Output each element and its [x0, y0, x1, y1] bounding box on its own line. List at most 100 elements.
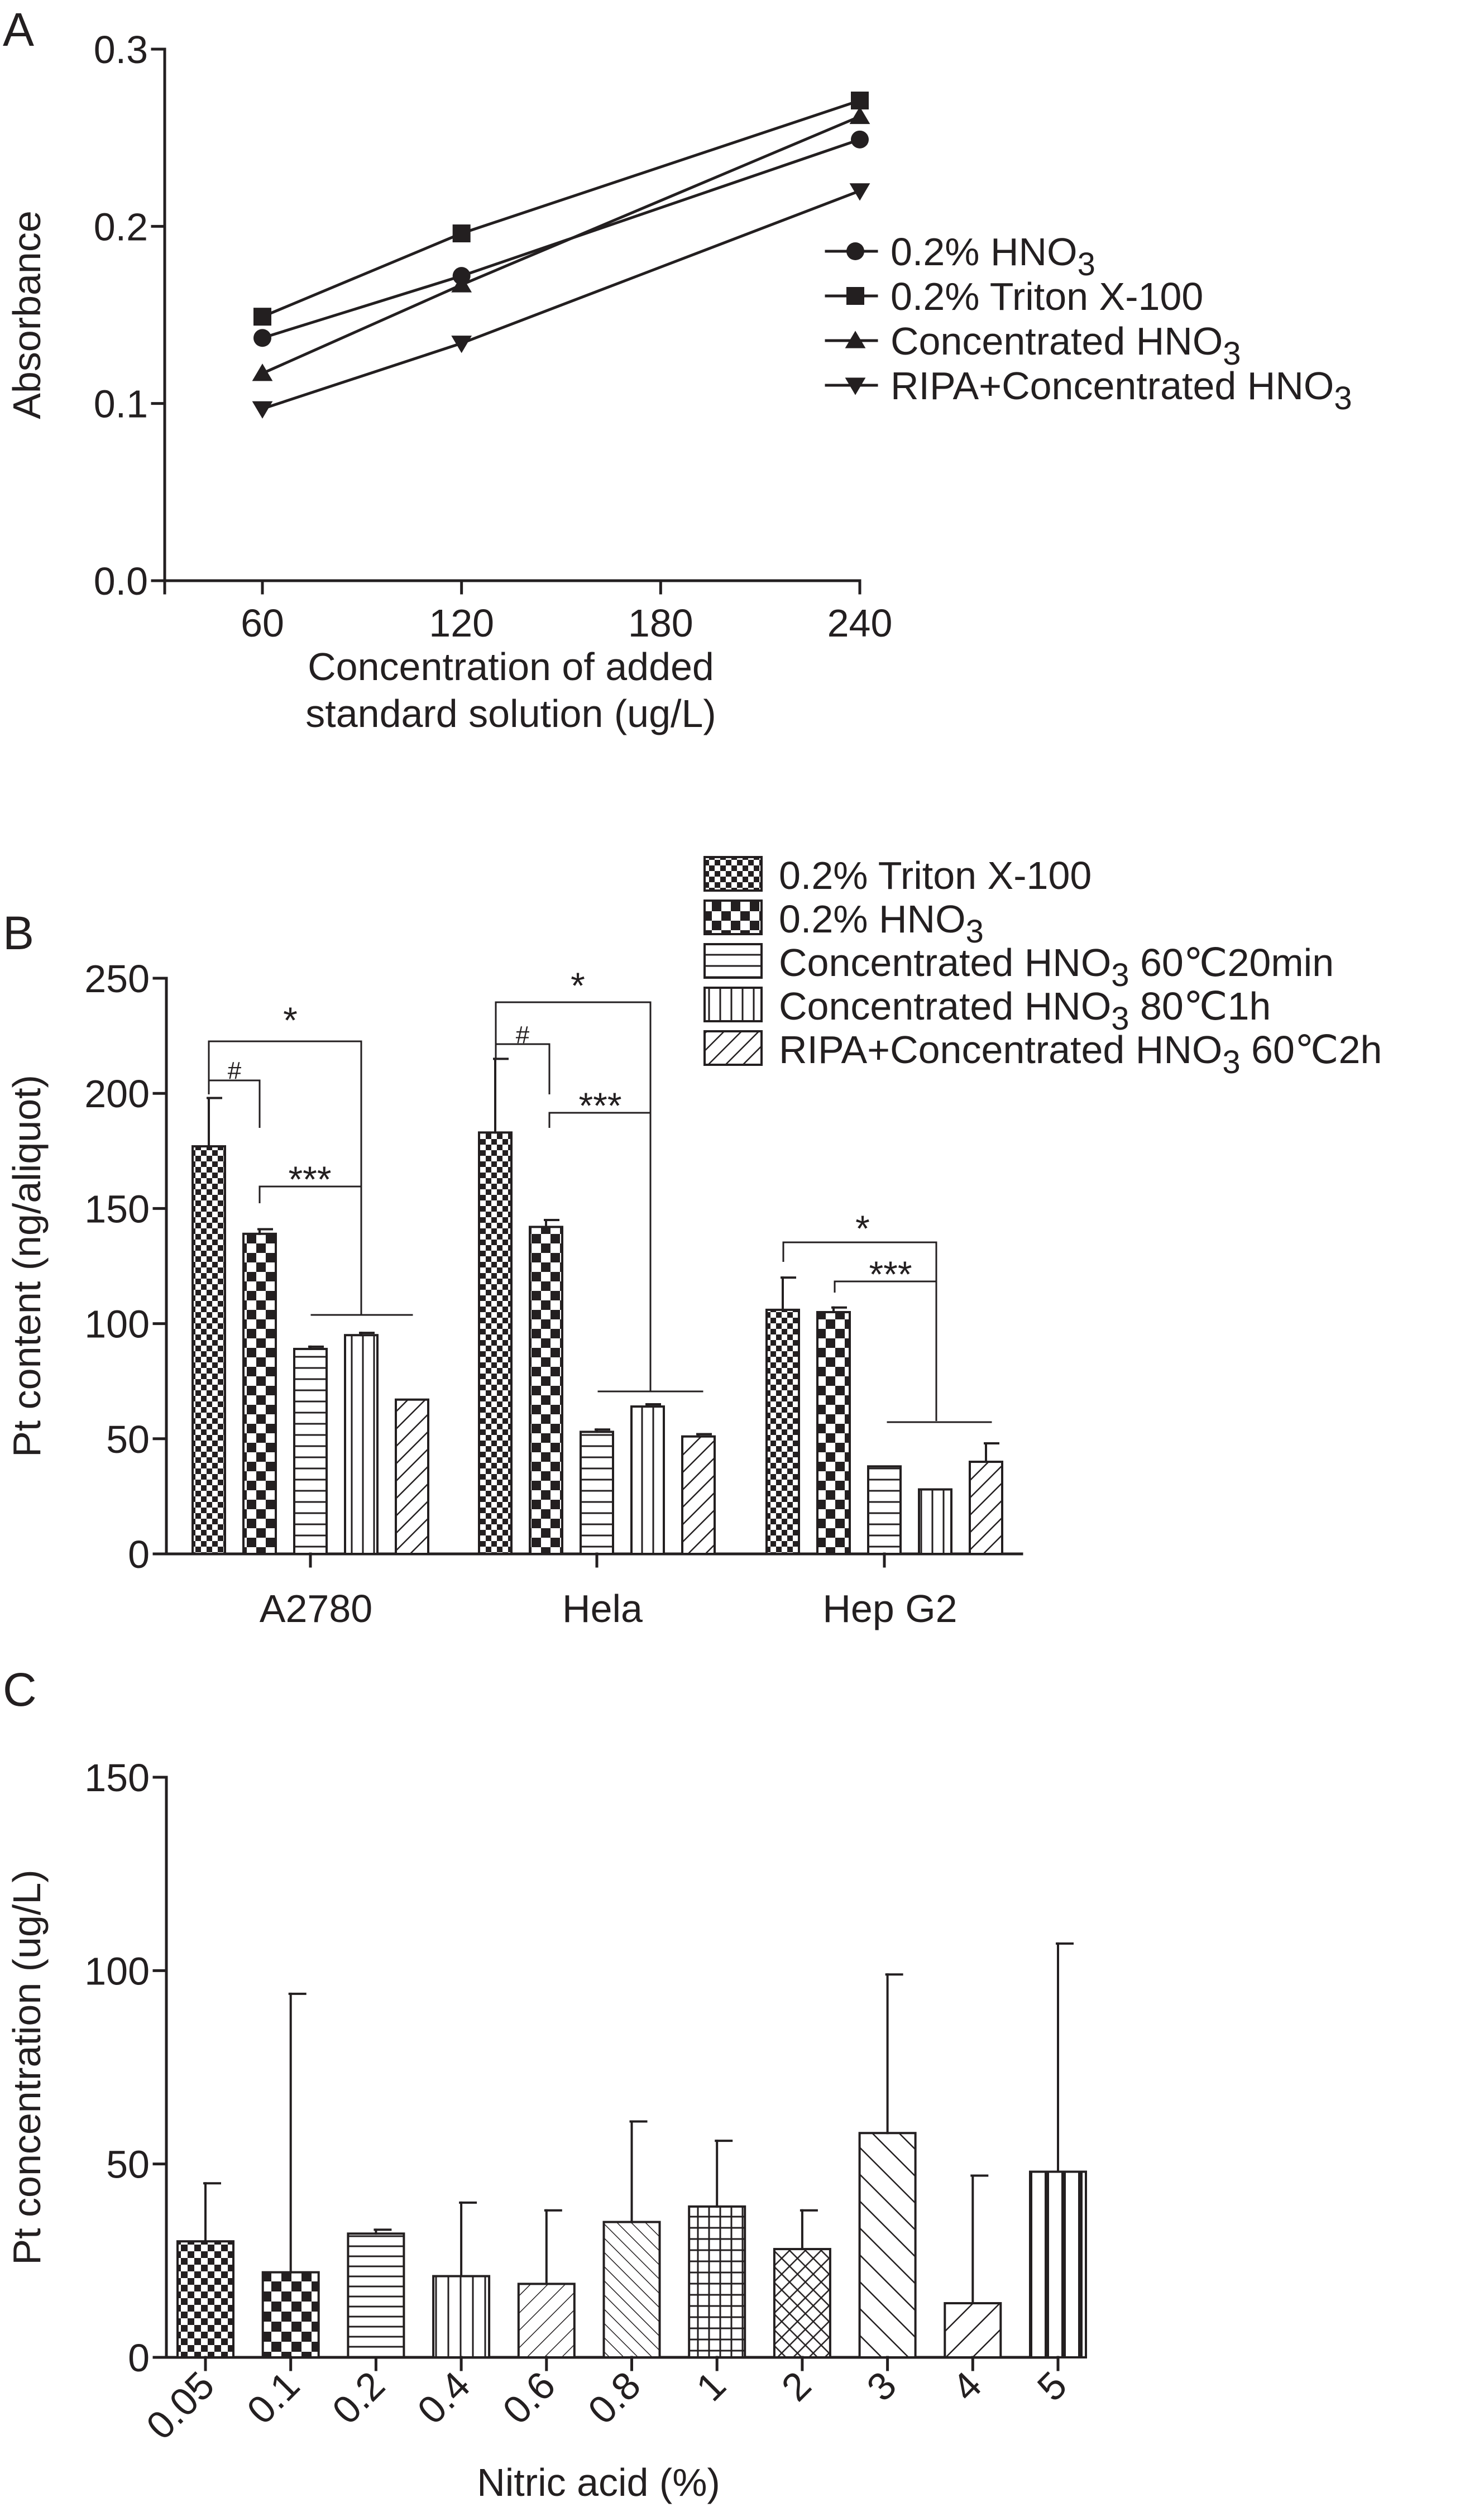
bar-b	[293, 1347, 328, 1556]
y-axis-title-a: Absorbance	[5, 210, 49, 419]
y-tick-label-a: 0.1	[94, 382, 148, 426]
sig-label-b: #	[228, 1057, 242, 1084]
x-tick-label-c: 2	[773, 2363, 820, 2409]
data-point-a	[851, 92, 869, 110]
sig-label-b: *	[283, 999, 298, 1041]
data-point-a	[849, 183, 870, 201]
bar-b	[816, 1310, 851, 1555]
y-axis-title-b: Pt content (ng/aliquot)	[5, 1075, 49, 1457]
data-point-a	[252, 363, 273, 381]
bar-c	[176, 2240, 234, 2358]
x-tick-label-a: 120	[429, 601, 494, 645]
legend-label-b: 0.2% Triton X-100	[779, 854, 1092, 897]
x-axis-title-a: standard solution (ug/L)	[305, 692, 716, 735]
bar-c	[858, 2132, 917, 2359]
bar-c	[347, 2232, 405, 2359]
data-point-a	[849, 106, 870, 125]
data-point-a	[452, 224, 471, 243]
legend-label-a: 0.2% Triton X-100	[891, 275, 1203, 318]
bar-b	[242, 1232, 277, 1555]
legend-marker-a	[845, 377, 866, 395]
bar-c	[688, 2205, 746, 2359]
y-tick-label-b: 50	[106, 1418, 150, 1461]
x-tick-label-c: 5	[1029, 2363, 1075, 2409]
legend-marker-a	[846, 242, 864, 260]
x-tick-label-c: 0.6	[494, 2363, 563, 2432]
y-tick-label-c: 100	[84, 1949, 150, 1993]
bar-b	[529, 1226, 563, 1556]
sig-label-b: ***	[578, 1085, 621, 1126]
x-tick-label-c: 4	[944, 2363, 990, 2409]
x-axis-title-a: Concentration of added	[308, 645, 714, 688]
bracket-b	[208, 1040, 362, 1315]
y-tick-label-a: 0.2	[94, 205, 148, 248]
legend-swatch-b	[703, 943, 763, 979]
x-tick-label-c: 0.4	[409, 2363, 478, 2432]
bar-c	[773, 2248, 831, 2358]
y-tick-label-a: 0.0	[94, 559, 148, 603]
y-tick-label-c: 0	[128, 2336, 150, 2380]
legend-swatch-b	[703, 1030, 763, 1066]
bar-b	[681, 1435, 716, 1556]
bracket-b	[208, 1079, 261, 1128]
bar-c	[261, 2271, 320, 2358]
x-tick-label-b: A2780	[260, 1587, 372, 1630]
data-point-a	[253, 329, 271, 347]
bracket-b	[548, 1112, 652, 1391]
legend-marker-a	[845, 331, 866, 348]
series-line-a	[262, 99, 860, 318]
bar-b	[630, 1405, 665, 1555]
x-tick-label-b: Hep G2	[822, 1587, 957, 1630]
bar-b	[867, 1465, 902, 1556]
sig-label-b: *	[855, 1208, 870, 1249]
y-tick-label-b: 100	[84, 1303, 150, 1346]
sig-label-b: ***	[288, 1159, 331, 1200]
legend-label-b: 0.2% HNO3	[779, 897, 984, 950]
bracket-b	[834, 1280, 937, 1421]
x-tick-label-c: 3	[859, 2363, 905, 2409]
series-line-a	[262, 189, 860, 410]
bar-b	[192, 1145, 226, 1555]
x-tick-label-a: 240	[827, 601, 893, 645]
data-point-a	[252, 401, 273, 419]
panel-a: A 0.0 0.1 0.2 0.3 60 120 180 240 Concentration of…	[3, 3, 1352, 735]
legend-label-a: Concentrated HNO3	[891, 319, 1241, 372]
panel-letter-b: B	[3, 907, 34, 959]
y-tick-label-a: 0.3	[94, 28, 148, 71]
bar-b	[478, 1131, 513, 1555]
y-tick-label-c: 50	[106, 2143, 150, 2187]
bracket-b	[495, 1001, 652, 1391]
bracket-b	[782, 1241, 937, 1421]
panel-b: B 0 50 100 150 200 250 Pt content (ng/aliquot) A…	[3, 854, 1382, 1630]
bar-b	[918, 1488, 952, 1556]
x-tick-label-c: 1	[688, 2363, 734, 2409]
x-tick-label-c: 0.1	[238, 2363, 308, 2432]
bar-b	[344, 1334, 379, 1555]
x-tick-label-c: 0.05	[138, 2363, 222, 2447]
data-point-a	[851, 130, 869, 149]
x-tick-label-b: Hela	[562, 1587, 643, 1630]
legend-swatch-b	[703, 900, 763, 935]
panel-letter-a: A	[3, 3, 34, 56]
legend-marker-a	[846, 287, 864, 305]
y-tick-label-b: 150	[84, 1187, 150, 1231]
legend-label-a: 0.2% HNO3	[891, 230, 1095, 283]
panel-c: C 0 50 100 150 Pt concentration (ug/L) 0.05 0.1…	[3, 1663, 1087, 2504]
y-tick-label-c: 150	[84, 1756, 150, 1800]
sig-label-b: *	[571, 965, 585, 1006]
legend-swatch-b	[703, 856, 763, 892]
data-point-a	[253, 308, 271, 326]
bar-b	[580, 1430, 614, 1555]
bar-b	[765, 1308, 800, 1555]
bar-c	[944, 2302, 1002, 2359]
y-axis-title-c: Pt concentration (ug/L)	[5, 1869, 49, 2265]
x-tick-label-a: 60	[241, 601, 284, 645]
legend-label-b: Concentrated HNO3 60℃20min	[779, 941, 1334, 993]
x-axis-title-c: Nitric acid (%)	[477, 2461, 720, 2504]
legend-swatch-b	[703, 987, 763, 1022]
bracket-b	[495, 1043, 550, 1094]
x-tick-label-a: 180	[628, 601, 693, 645]
panel-letter-c: C	[3, 1663, 37, 1716]
